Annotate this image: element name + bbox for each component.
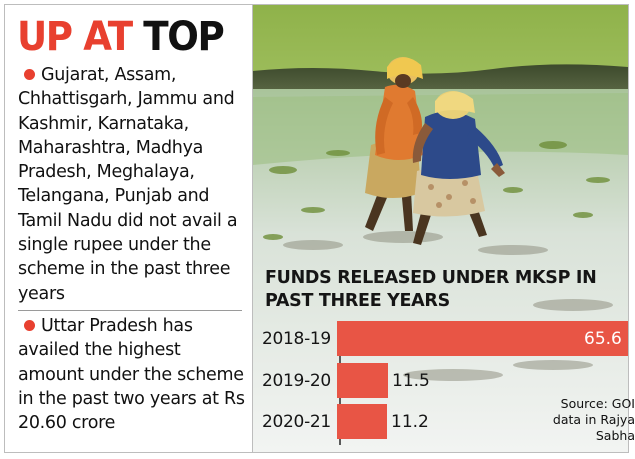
point-1-text: Gujarat, Assam, Chhattisgarh, Jammu and … (18, 65, 238, 304)
chart-title-line-1: FUNDS RELEASED UNDER MKSP IN (265, 268, 597, 288)
bar (337, 363, 388, 398)
point-2: Uttar Pradesh has availed the highest am… (18, 314, 248, 435)
source-line-2: data in Rajya (552, 412, 635, 427)
headline: UP AT TOP (17, 14, 225, 60)
chart-title-line-2: PAST THREE YEARS (265, 291, 450, 311)
bar (337, 321, 628, 356)
source-line-3: Sabha (595, 428, 635, 443)
divider (18, 310, 242, 311)
paddy-field-photo (253, 5, 628, 452)
category-label: 2019-20 (262, 371, 331, 391)
text-panel: UP AT TOP Gujarat, Assam, Chhattisgarh, … (5, 5, 253, 452)
headline-black: TOP (143, 14, 224, 60)
photo-illustration (253, 5, 628, 452)
bar (337, 404, 387, 439)
category-label: 2020-21 (262, 412, 331, 432)
source-line-1: Source: GOI (560, 396, 635, 411)
infographic: UP AT TOP Gujarat, Assam, Chhattisgarh, … (4, 4, 635, 453)
category-label: 2018-19 (262, 329, 331, 349)
chart-source: Source: GOI data in Rajya Sabha (525, 396, 635, 444)
bullet-dot-icon (24, 69, 35, 80)
headline-red: UP AT (17, 14, 133, 60)
bullet-dot-icon (24, 320, 35, 331)
bar-value-label: 65.6 (584, 329, 622, 349)
chart-title: FUNDS RELEASED UNDER MKSP IN PAST THREE … (265, 267, 635, 313)
bar-value-label: 11.5 (392, 371, 430, 391)
bar-value-label: 11.2 (391, 412, 429, 432)
point-2-text: Uttar Pradesh has availed the highest am… (18, 316, 245, 434)
point-1: Gujarat, Assam, Chhattisgarh, Jammu and … (18, 63, 248, 306)
